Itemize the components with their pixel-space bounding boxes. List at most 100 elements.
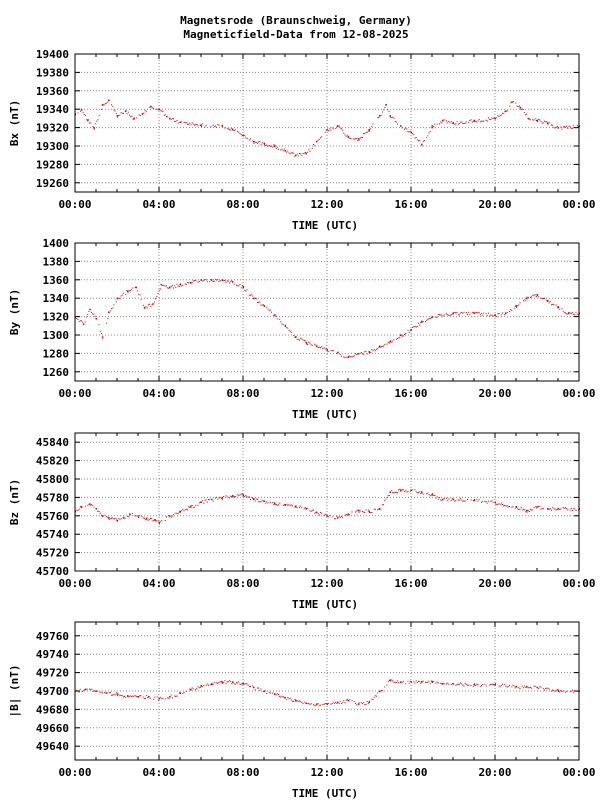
- data-point: [400, 334, 402, 336]
- data-point: [274, 693, 276, 695]
- y-tick-label: 1300: [43, 329, 70, 342]
- data-point: [129, 513, 131, 515]
- data-point: [410, 681, 412, 683]
- y-tick-label: 1380: [43, 255, 70, 268]
- y-tick-label: 49720: [36, 667, 69, 680]
- data-point: [421, 681, 423, 683]
- data-point: [431, 316, 433, 318]
- data-point: [242, 134, 244, 136]
- data-point: [442, 119, 444, 122]
- data-point: [379, 690, 381, 692]
- panel-4: 49640 49660 49680 49700 49720 49740 49760 00:00…: [8, 621, 596, 800]
- data-point: [80, 506, 83, 508]
- data-point: [305, 507, 307, 510]
- y-tick-label: 19320: [36, 122, 69, 135]
- data-point: [347, 513, 349, 515]
- data-point: [253, 686, 255, 689]
- data-point: [158, 697, 160, 700]
- data-point: [368, 701, 370, 704]
- data-point: [519, 106, 522, 109]
- data-point: [326, 128, 328, 131]
- data-point: [337, 351, 339, 354]
- data-point: [442, 498, 444, 501]
- data-point: [368, 510, 370, 513]
- y-tick-label: 45780: [36, 491, 69, 504]
- data-point: [452, 122, 454, 124]
- data-point: [400, 125, 402, 127]
- data-point: [316, 345, 318, 348]
- data-point: [494, 684, 496, 686]
- panel-3: 45700 45720 45740 45760 45780 45800 45820 45840…: [8, 432, 596, 611]
- data-point: [232, 681, 234, 683]
- data-point: [274, 314, 276, 316]
- series-trace: [76, 488, 579, 525]
- data-point: [568, 312, 570, 314]
- data-point: [494, 117, 496, 120]
- data-point: [337, 125, 339, 127]
- data-point: [557, 127, 559, 129]
- y-tick-label: 1400: [43, 237, 70, 250]
- data-point: [389, 340, 391, 343]
- data-point: [93, 127, 95, 129]
- data-point: [326, 703, 328, 705]
- data-point: [89, 308, 91, 311]
- data-point: [557, 507, 559, 510]
- data-point: [242, 286, 244, 289]
- data-point: [137, 696, 139, 698]
- data-point: [494, 501, 496, 503]
- data-point: [179, 510, 181, 513]
- data-point: [452, 312, 454, 314]
- y-axis-label: Bz (nT): [8, 479, 21, 525]
- data-point: [179, 692, 181, 694]
- x-tick-label: 00:00: [58, 198, 91, 211]
- x-tick-label: 16:00: [394, 198, 427, 211]
- data-point: [410, 131, 412, 134]
- y-tick-label: 19260: [36, 177, 69, 190]
- data-point: [160, 283, 163, 286]
- data-point: [326, 515, 328, 517]
- data-point: [190, 282, 192, 284]
- data-point: [95, 507, 97, 510]
- data-point: [305, 341, 307, 344]
- data-point: [133, 117, 135, 120]
- data-point: [316, 703, 318, 705]
- y-tick-label: 45820: [36, 455, 69, 468]
- data-point: [400, 681, 402, 683]
- data-point: [200, 684, 202, 687]
- data-point: [358, 138, 360, 140]
- y-tick-label: 19300: [36, 140, 69, 153]
- data-point: [536, 686, 538, 689]
- data-point: [421, 143, 423, 146]
- data-point: [379, 345, 381, 348]
- data-point: [274, 502, 276, 504]
- data-point: [295, 699, 297, 702]
- data-point: [116, 297, 118, 300]
- plot-frame: [74, 432, 580, 572]
- data-point: [89, 503, 91, 505]
- data-point: [557, 306, 559, 309]
- y-tick-label: 1280: [43, 347, 70, 360]
- x-tick-label: 00:00: [562, 198, 595, 211]
- data-point: [200, 501, 202, 503]
- data-point: [515, 506, 517, 508]
- y-tick-label: 45760: [36, 510, 69, 523]
- x-tick-label: 16:00: [394, 387, 427, 400]
- x-tick-label: 12:00: [310, 387, 343, 400]
- y-tick-label: 49760: [36, 630, 69, 643]
- data-point: [85, 688, 87, 691]
- data-point: [368, 128, 370, 131]
- data-point: [547, 300, 549, 302]
- data-point: [108, 517, 110, 519]
- data-point: [557, 689, 559, 692]
- data-point: [221, 681, 223, 683]
- data-point: [232, 495, 234, 497]
- data-point: [505, 312, 507, 314]
- data-point: [127, 290, 129, 292]
- data-point: [379, 507, 381, 510]
- data-point: [295, 506, 297, 508]
- data-point: [274, 145, 276, 147]
- y-tick-label: 49640: [36, 740, 69, 753]
- y-axis-label: |B| (nT): [8, 665, 21, 718]
- data-point: [295, 336, 297, 338]
- data-point: [526, 297, 528, 300]
